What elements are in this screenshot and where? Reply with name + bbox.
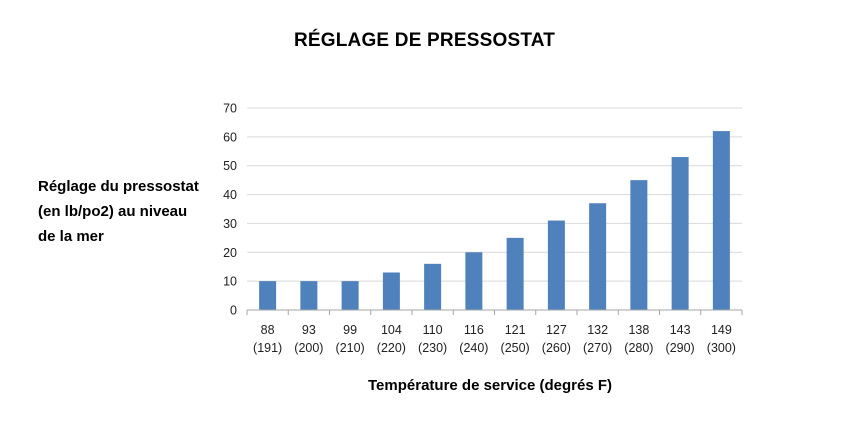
- x-tick-label: 138: [628, 323, 649, 337]
- x-tick-sublabel: (210): [336, 341, 365, 355]
- x-tick-sublabel: (290): [666, 341, 695, 355]
- bar: [341, 281, 359, 310]
- bar: [300, 281, 318, 310]
- bar: [424, 263, 442, 310]
- y-tick-label: 40: [223, 188, 237, 202]
- x-tick-sublabel: (300): [707, 341, 736, 355]
- bar: [506, 237, 524, 310]
- x-axis-label: Température de service (degrés F): [368, 377, 612, 394]
- x-tick-sublabel: (280): [624, 341, 653, 355]
- y-tick-label: 60: [223, 130, 237, 144]
- y-tick-label: 0: [230, 304, 237, 318]
- y-tick-label: 50: [223, 159, 237, 173]
- x-tick-sublabel: (270): [583, 341, 612, 355]
- bar: [465, 252, 483, 310]
- x-tick-sublabel: (250): [501, 341, 530, 355]
- y-axis-label-line-3: de la mer: [38, 228, 104, 245]
- x-tick-label: 132: [587, 323, 608, 337]
- bar: [259, 281, 277, 310]
- x-tick-label: 121: [505, 323, 526, 337]
- y-axis-label-line-2: (en lb/po2) au niveau: [38, 203, 188, 220]
- x-tick-sublabel: (230): [418, 341, 447, 355]
- x-tick-sublabel: (200): [294, 341, 323, 355]
- y-tick-label: 70: [223, 102, 237, 116]
- x-tick-sublabel: (220): [377, 341, 406, 355]
- y-tick-label: 20: [223, 246, 237, 260]
- bar: [671, 157, 689, 310]
- x-tick-label: 149: [711, 323, 732, 337]
- x-tick-label: 88: [261, 323, 275, 337]
- x-tick-label: 143: [670, 323, 691, 337]
- x-tick-label: 104: [381, 323, 402, 337]
- x-tick-sublabel: (260): [542, 341, 571, 355]
- y-axis-label: Réglage du pressostat (en lb/po2) au niv…: [38, 174, 238, 249]
- x-tick-label: 110: [423, 323, 443, 337]
- x-tick-label: 99: [343, 323, 357, 337]
- bar: [630, 180, 648, 310]
- x-tick-sublabel: (191): [253, 341, 282, 355]
- y-tick-label: 30: [223, 217, 237, 231]
- x-tick-label: 116: [464, 323, 484, 337]
- x-tick-label: 127: [546, 323, 567, 337]
- bar: [712, 131, 730, 310]
- x-tick-label: 93: [302, 323, 316, 337]
- bar: [589, 203, 607, 310]
- y-axis-label-line-1: Réglage du pressostat: [38, 178, 199, 195]
- bar: [382, 272, 400, 310]
- bar: [547, 220, 565, 310]
- chart-title: RÉGLAGE DE PRESSOSTAT: [293, 30, 556, 51]
- x-tick-sublabel: (240): [459, 341, 488, 355]
- y-tick-label: 10: [223, 275, 237, 289]
